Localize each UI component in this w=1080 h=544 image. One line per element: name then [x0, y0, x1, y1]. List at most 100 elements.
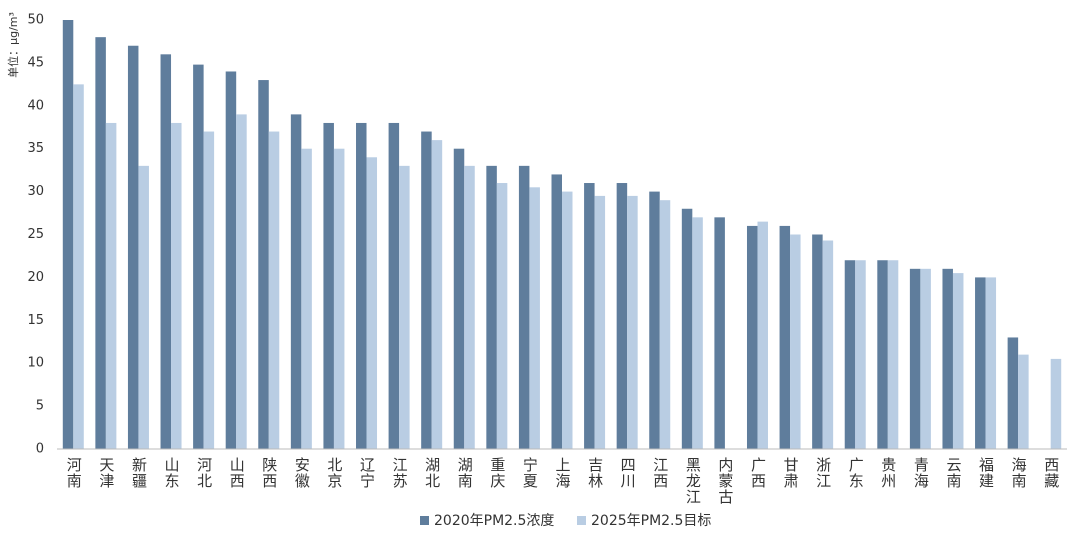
bar — [127, 45, 139, 450]
y-tick-label: 25 — [27, 227, 44, 242]
y-tick-label: 50 — [27, 13, 44, 28]
bar — [692, 217, 703, 449]
bar — [333, 148, 345, 449]
bar — [203, 131, 215, 450]
x-tick-label: 山东 — [163, 457, 181, 489]
x-tick-label: 河南 — [65, 457, 83, 489]
bar — [616, 183, 628, 449]
x-tick-label: 海南 — [1010, 457, 1028, 489]
y-tick-label: 40 — [27, 98, 44, 113]
bar — [746, 225, 758, 449]
x-tick-label: 吉林 — [586, 457, 604, 489]
x-tick-label: 贵州 — [879, 457, 897, 489]
x-tick-label: 河北 — [195, 457, 213, 489]
bar — [584, 183, 595, 449]
x-tick-label: 四川 — [619, 457, 637, 489]
bar — [399, 165, 410, 450]
x-tick-label: 江西 — [651, 457, 669, 489]
bar — [877, 260, 888, 449]
x-tick-label: 广东 — [847, 457, 865, 489]
bar — [73, 84, 84, 449]
bar — [193, 64, 204, 449]
bar — [62, 20, 74, 449]
bar — [518, 165, 530, 450]
bar — [138, 165, 149, 450]
y-tick-label: 10 — [27, 356, 44, 371]
x-tick-label: 上海 — [554, 457, 572, 489]
bar — [171, 122, 182, 450]
x-tick-label: 重庆 — [488, 457, 506, 489]
x-tick-label: 天津 — [97, 457, 115, 489]
bar — [105, 122, 117, 450]
bar — [464, 165, 475, 450]
x-tick-label: 广西 — [749, 457, 767, 489]
x-tick-label: 山西 — [228, 457, 246, 489]
bar — [812, 234, 823, 449]
bar — [356, 122, 367, 450]
bar — [268, 131, 280, 450]
x-tick-label: 内蒙古 — [716, 457, 734, 505]
bar — [496, 183, 508, 449]
bar — [551, 174, 562, 449]
legend-label: 2020年PM2.5浓度 — [434, 513, 554, 529]
bar — [301, 148, 312, 449]
bar — [1007, 337, 1019, 449]
x-tick-label: 北京 — [325, 457, 343, 489]
bar — [388, 122, 400, 450]
x-tick-label: 浙江 — [814, 457, 832, 489]
bar — [920, 268, 931, 449]
bar — [366, 157, 378, 449]
bar — [236, 114, 247, 449]
bar — [844, 260, 856, 449]
bar — [1050, 358, 1062, 449]
bar — [95, 37, 106, 449]
x-tick-label: 辽宁 — [358, 457, 376, 489]
bar — [323, 122, 334, 450]
x-tick-label: 青海 — [912, 457, 930, 489]
bar — [779, 225, 791, 449]
legend-swatch — [420, 516, 429, 525]
bar — [225, 71, 237, 449]
y-tick-label: 30 — [27, 184, 44, 199]
y-tick-label: 45 — [27, 55, 44, 70]
bar — [486, 165, 497, 450]
x-tick-label: 云南 — [944, 457, 962, 489]
x-tick-label: 江苏 — [391, 457, 409, 489]
bar — [855, 260, 866, 449]
bar — [909, 268, 921, 449]
x-tick-label: 安徽 — [293, 457, 311, 489]
x-tick-label: 福建 — [977, 457, 995, 489]
legend-label: 2025年PM2.5目标 — [591, 513, 711, 529]
bar — [942, 268, 953, 449]
x-tick-label: 湖南 — [456, 457, 474, 489]
bar — [258, 80, 269, 449]
bar — [421, 131, 432, 450]
bar — [659, 200, 671, 449]
bar — [160, 54, 172, 449]
bar — [1018, 354, 1029, 449]
bar — [562, 191, 573, 449]
bar — [627, 195, 638, 449]
x-tick-label: 黑龙江 — [684, 457, 702, 505]
bar — [529, 187, 540, 449]
x-tick-label: 新疆 — [130, 457, 148, 489]
bar — [649, 191, 660, 449]
bar — [757, 221, 768, 449]
y-axis-label: 单位：μg/m³ — [6, 12, 20, 78]
y-tick-label: 5 — [36, 399, 44, 414]
x-tick-label: 宁夏 — [521, 457, 539, 489]
x-tick-label: 湖北 — [423, 457, 441, 489]
x-tick-label: 西藏 — [1042, 457, 1060, 489]
legend-swatch — [577, 516, 586, 525]
y-tick-label: 35 — [27, 141, 44, 156]
bar — [985, 277, 997, 449]
bar — [714, 217, 725, 449]
y-tick-label: 0 — [36, 442, 44, 457]
y-tick-label: 20 — [27, 270, 44, 285]
bar — [453, 148, 465, 449]
x-tick-label: 陕西 — [260, 457, 278, 489]
y-tick-label: 15 — [27, 313, 44, 328]
bar — [594, 195, 606, 449]
x-tick-label: 甘肃 — [782, 457, 800, 489]
